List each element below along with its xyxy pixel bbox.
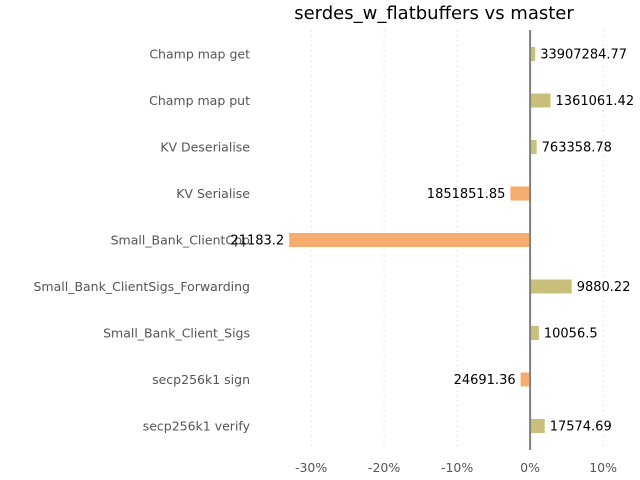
bar: [520, 372, 531, 387]
value-labels: 33907284.77 1361061.42 763358.78 1851851.85…: [230, 48, 634, 435]
category-label: Small_Bank_Client_Sigs: [103, 326, 250, 341]
bar: [530, 140, 537, 154]
x-tick-label: 10%: [589, 460, 617, 475]
bar: [530, 47, 536, 61]
bar: [289, 233, 531, 247]
category-label: Champ map put: [149, 93, 250, 108]
data-label: 1851851.85: [427, 187, 506, 202]
chart-title: serdes_w_flatbuffers vs master: [294, 3, 574, 24]
data-label: 33907284.77: [540, 48, 627, 63]
x-tick-label: -30%: [295, 460, 327, 475]
category-label: Champ map get: [149, 47, 250, 62]
x-tick-label: 0%: [520, 460, 540, 475]
data-label: 24691.36: [454, 373, 516, 388]
bar: [530, 326, 539, 340]
data-label: 763358.78: [542, 141, 612, 156]
bars: [289, 47, 572, 433]
data-label: 9880.22: [577, 280, 631, 295]
x-axis-ticks: -30% -20% -10% 0% 10%: [295, 460, 617, 475]
data-label: 1361061.42: [556, 94, 635, 109]
data-label: 17574.69: [550, 420, 612, 435]
category-labels: Champ map get Champ map put KV Deserialise…: [33, 47, 250, 434]
x-tick-label: -10%: [441, 460, 473, 475]
category-label: Small_Bank_ClientCpp: [111, 233, 250, 248]
bar: [530, 93, 551, 108]
bar: [530, 279, 572, 294]
bar: [530, 419, 545, 433]
x-tick-label: -20%: [368, 460, 400, 475]
category-label: Small_Bank_ClientSigs_Forwarding: [33, 279, 250, 294]
data-label: 21183.2: [230, 234, 284, 249]
data-label: 10056.5: [544, 327, 598, 342]
bar: [510, 186, 531, 201]
category-label: secp256k1 sign: [152, 372, 250, 387]
category-label: secp256k1 verify: [143, 419, 251, 434]
category-label: KV Deserialise: [160, 140, 250, 155]
category-label: KV Serialise: [176, 186, 250, 201]
